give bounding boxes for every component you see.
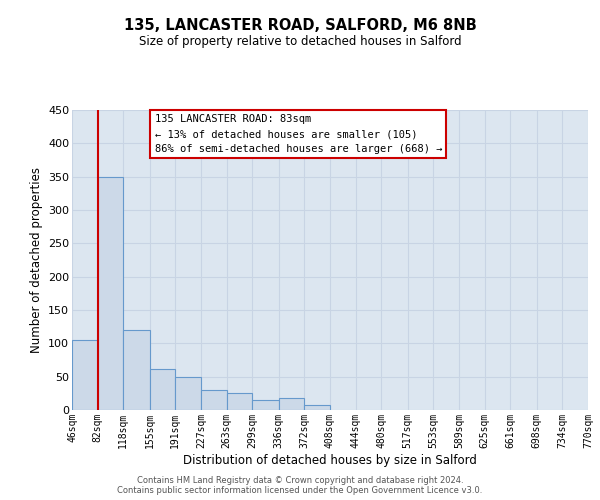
Text: 135, LANCASTER ROAD, SALFORD, M6 8NB: 135, LANCASTER ROAD, SALFORD, M6 8NB bbox=[124, 18, 476, 32]
Bar bbox=[72, 340, 98, 410]
Text: Contains public sector information licensed under the Open Government Licence v3: Contains public sector information licen… bbox=[118, 486, 482, 495]
Text: Contains HM Land Registry data © Crown copyright and database right 2024.: Contains HM Land Registry data © Crown c… bbox=[137, 476, 463, 485]
Y-axis label: Number of detached properties: Number of detached properties bbox=[29, 167, 43, 353]
X-axis label: Distribution of detached houses by size in Salford: Distribution of detached houses by size … bbox=[183, 454, 477, 466]
Bar bbox=[175, 376, 201, 410]
Bar bbox=[253, 400, 278, 410]
Bar bbox=[124, 330, 149, 410]
Bar bbox=[278, 398, 304, 410]
Text: Size of property relative to detached houses in Salford: Size of property relative to detached ho… bbox=[139, 35, 461, 48]
Text: 135 LANCASTER ROAD: 83sqm
← 13% of detached houses are smaller (105)
86% of semi: 135 LANCASTER ROAD: 83sqm ← 13% of detac… bbox=[155, 114, 442, 154]
Bar bbox=[98, 176, 124, 410]
Bar bbox=[304, 404, 330, 410]
Bar bbox=[201, 390, 227, 410]
Bar bbox=[149, 368, 175, 410]
Bar bbox=[227, 392, 253, 410]
